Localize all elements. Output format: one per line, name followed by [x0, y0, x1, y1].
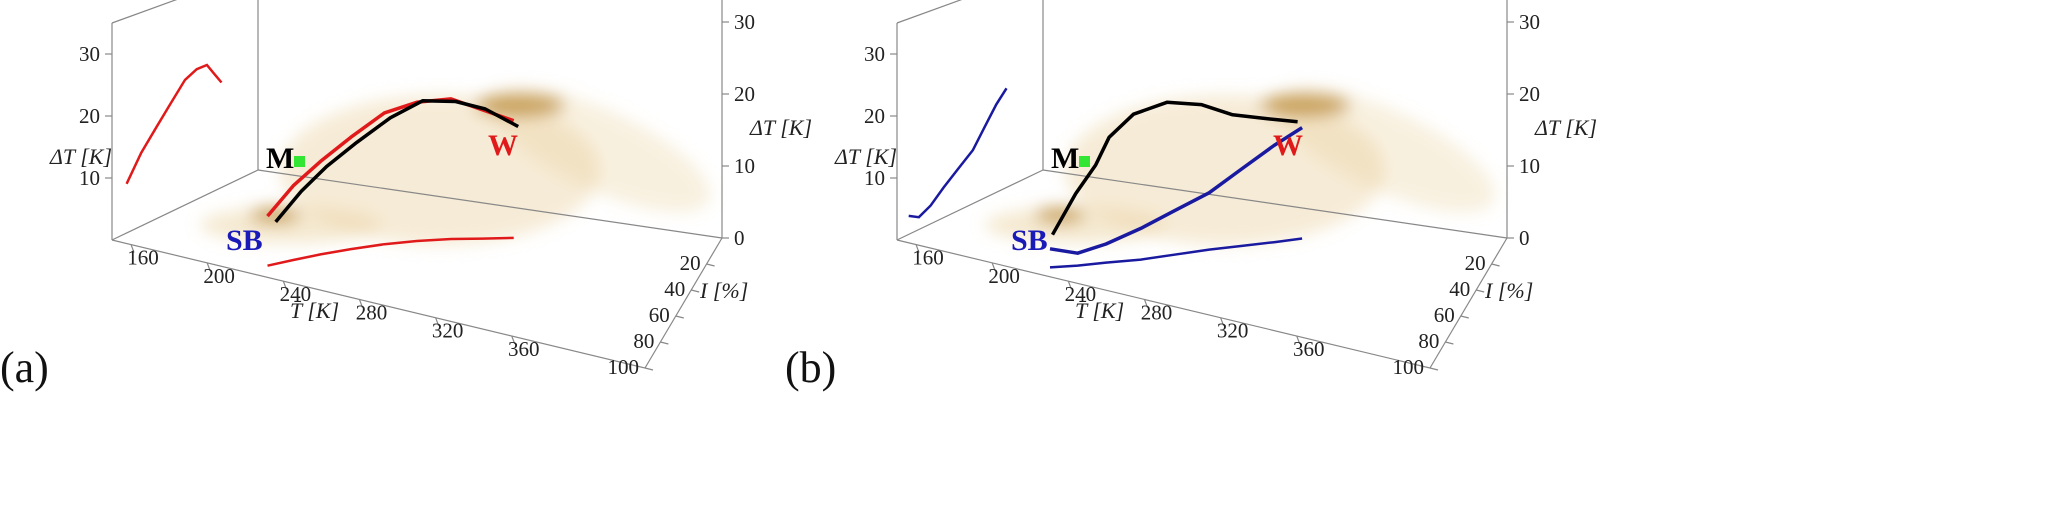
z-tick-label: 30	[864, 42, 885, 66]
marker-m	[1079, 156, 1090, 167]
x-tick-label: 160	[912, 246, 944, 270]
y-tick	[691, 289, 700, 293]
x-tick-label: 240	[280, 282, 312, 306]
x-tick	[1067, 280, 1072, 290]
y-tick	[660, 341, 669, 345]
y-tick	[1476, 289, 1485, 293]
x-tick	[435, 317, 440, 326]
trajectory	[274, 99, 520, 224]
z-axis-label: ΔT [K]	[1534, 115, 1597, 140]
box-edge	[644, 237, 723, 369]
y-tick-label: 40	[1449, 277, 1470, 301]
y-tick-label: 80	[1418, 329, 1439, 353]
x-axis-label: T̄ [K]	[290, 298, 339, 323]
box-edge	[111, 169, 259, 241]
z-tick-label: 10	[79, 166, 100, 190]
z-tick-label: 20	[79, 104, 100, 128]
z-axis-label: ΔT [K]	[49, 144, 112, 169]
z-axis-label: ΔT [K]	[749, 115, 812, 140]
z-axis-label: ΔT [K]	[834, 144, 897, 169]
x-tick-label: 320	[1217, 319, 1249, 343]
z-tick-label: 10	[734, 154, 755, 178]
y-tick-label: 20	[680, 251, 701, 275]
x-tick-label: 280	[356, 300, 388, 324]
box-edge	[111, 239, 646, 369]
x-tick	[1296, 335, 1301, 345]
x-tick	[1220, 317, 1225, 326]
annotation: SB	[226, 224, 263, 257]
box-edge	[896, 169, 1044, 241]
wall-projection	[125, 63, 223, 185]
box-edge	[896, 0, 963, 24]
x-tick-label: 360	[508, 337, 540, 361]
x-tick	[282, 280, 287, 290]
annotation: W	[488, 129, 518, 162]
z-tick-label: 30	[1519, 10, 1540, 34]
z-tick-label: 0	[1519, 226, 1530, 250]
panel-label: (b)	[785, 343, 836, 392]
y-axis-label: I [%]	[1484, 278, 1533, 303]
z-tick-label: 0	[734, 226, 745, 250]
x-tick-label: 160	[127, 246, 159, 270]
x-tick	[915, 244, 920, 253]
panel: 1602002402803203602040608010001020301020…	[0, 0, 812, 392]
x-tick	[206, 262, 211, 272]
z-tick-label: 10	[864, 166, 885, 190]
x-tick	[130, 244, 135, 253]
y-tick	[1460, 315, 1469, 319]
box-edge	[1429, 237, 1508, 369]
y-tick-label: 60	[649, 303, 670, 327]
y-tick-label: 20	[1465, 251, 1486, 275]
trajectory	[1049, 126, 1304, 255]
z-tick-label: 30	[79, 42, 100, 66]
wall-projection	[908, 87, 1008, 219]
x-tick-label: 320	[432, 319, 464, 343]
x-tick-label: 360	[1293, 337, 1325, 361]
y-tick-label: 80	[633, 329, 654, 353]
marker-m	[294, 156, 305, 167]
annotation: M	[266, 142, 294, 175]
annotation: W	[1273, 129, 1303, 162]
z-tick-label: 20	[734, 82, 755, 106]
z-tick-label: 20	[864, 104, 885, 128]
y-tick	[706, 263, 715, 267]
annotation: M	[1051, 142, 1079, 175]
isosurface-b	[985, 87, 1496, 245]
x-axis-label: T̄ [K]	[1075, 298, 1124, 323]
y-tick-label: 100	[608, 355, 640, 379]
z-tick-label: 10	[1519, 154, 1540, 178]
box-edge	[257, 169, 723, 239]
box-edge	[1042, 169, 1508, 239]
y-tick	[1491, 263, 1500, 267]
z-tick-label: 30	[734, 10, 755, 34]
floor-projection	[267, 236, 514, 267]
y-tick	[675, 315, 684, 319]
panel: 1602002402803203602040608010001020301020…	[785, 0, 1597, 392]
trajectory	[1050, 100, 1298, 236]
y-tick	[644, 367, 654, 371]
y-tick-label: 60	[1434, 303, 1455, 327]
x-tick	[358, 299, 364, 308]
x-tick	[511, 335, 516, 345]
x-tick-label: 280	[1141, 300, 1173, 324]
floor-projection	[1049, 237, 1303, 269]
x-tick-label: 240	[1065, 282, 1097, 306]
z-tick-label: 20	[1519, 82, 1540, 106]
annotation: SB	[1011, 224, 1048, 257]
x-tick-label: 200	[988, 264, 1020, 288]
y-tick-label: 100	[1393, 355, 1425, 379]
x-tick-label: 200	[203, 264, 235, 288]
box-edge	[896, 239, 1431, 369]
x-tick	[1143, 299, 1149, 308]
y-tick-label: 40	[664, 277, 685, 301]
panel-label: (a)	[0, 343, 49, 392]
box-edge	[111, 0, 178, 24]
x-tick	[991, 262, 996, 272]
y-tick	[1445, 341, 1454, 345]
y-tick	[1429, 367, 1439, 371]
y-axis-label: I [%]	[699, 278, 748, 303]
